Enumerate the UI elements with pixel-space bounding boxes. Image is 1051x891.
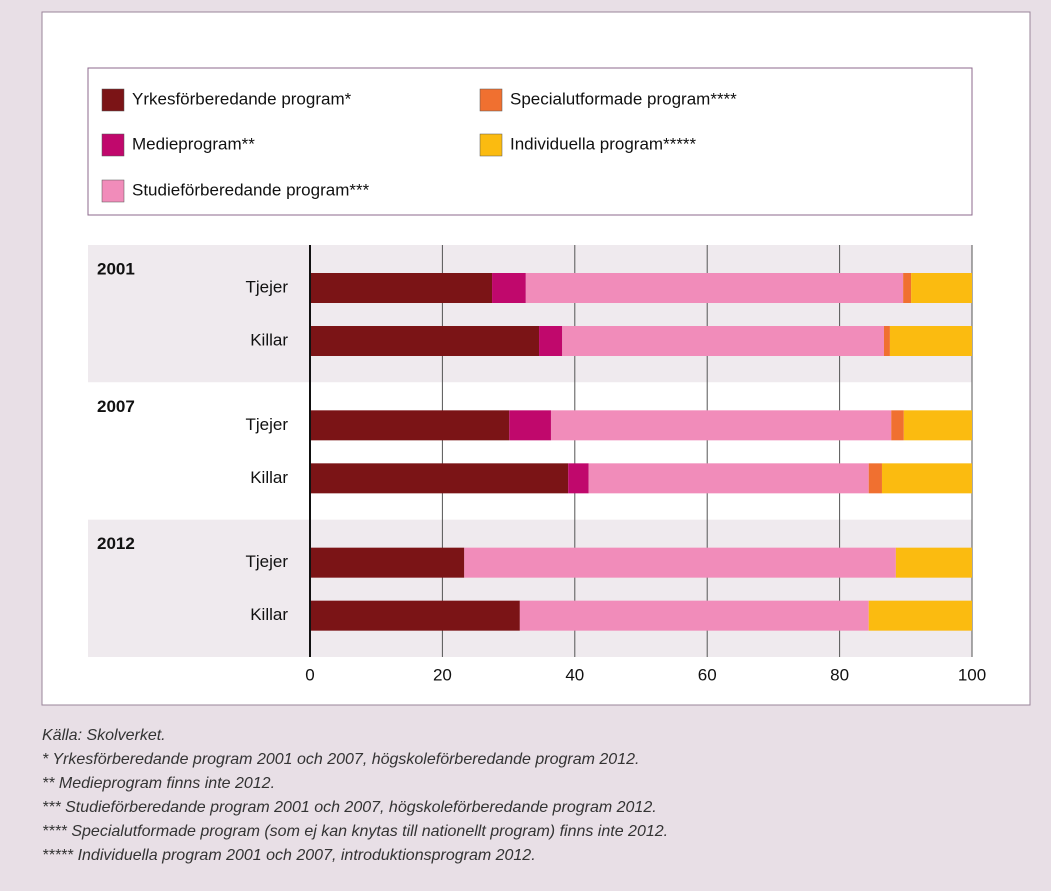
bar-segment	[889, 326, 972, 356]
bar-segment	[464, 547, 896, 578]
legend-label: Individuella program*****	[510, 134, 697, 153]
y-tick-label: Tjejer	[245, 277, 288, 296]
legend-swatch	[479, 88, 503, 112]
bar-segment	[310, 326, 540, 356]
bar-segment	[911, 273, 972, 303]
group-band	[88, 245, 972, 383]
footnote: ***** Individuella program 2001 och 2007…	[42, 847, 536, 864]
x-tick-label: 0	[305, 665, 314, 684]
bar-segment	[310, 273, 493, 303]
legend-label: Yrkesförberedande program*	[132, 89, 352, 108]
y-tick-label: Tjejer	[245, 552, 288, 571]
bar-segment	[588, 463, 869, 494]
bar-segment	[895, 547, 972, 578]
bar-segment	[568, 463, 589, 494]
y-tick-label: Killar	[250, 330, 288, 349]
bar-segment	[539, 326, 563, 356]
legend-swatch	[101, 88, 125, 112]
footnote: *** Studieförberedande program 2001 och …	[42, 799, 657, 816]
legend-swatch	[101, 179, 125, 203]
y-tick-label: Tjejer	[245, 415, 288, 434]
group-label: 2001	[97, 259, 135, 278]
group-band	[88, 382, 972, 520]
bar-segment	[891, 410, 904, 441]
bar-segment	[550, 410, 892, 441]
x-tick-label: 20	[433, 665, 452, 684]
footnote: **** Specialutformade program (som ej ka…	[42, 823, 668, 840]
group-band	[88, 519, 972, 657]
x-tick-label: 80	[830, 665, 849, 684]
legend-label: Studieförberedande program***	[132, 180, 370, 199]
y-tick-label: Killar	[250, 468, 288, 487]
bar-segment	[310, 547, 465, 578]
bar-segment	[492, 273, 526, 303]
x-tick-label: 100	[958, 665, 986, 684]
bar-segment	[562, 326, 884, 356]
group-label: 2012	[97, 534, 135, 553]
bar-segment	[519, 600, 869, 631]
x-tick-label: 40	[565, 665, 584, 684]
bar-segment	[868, 600, 972, 631]
bar-segment	[310, 600, 520, 631]
bar-segment	[903, 273, 912, 303]
legend-swatch	[101, 133, 125, 157]
footnote: ** Medieprogram finns inte 2012.	[42, 775, 275, 792]
bar-segment	[310, 463, 569, 494]
source: Källa: Skolverket.	[42, 727, 166, 744]
legend-swatch	[479, 133, 503, 157]
footnote: * Yrkesförberedande program 2001 och 200…	[42, 751, 639, 768]
y-tick-label: Killar	[250, 605, 288, 624]
group-label: 2007	[97, 397, 135, 416]
bar-segment	[868, 463, 882, 494]
legend-box	[87, 67, 973, 216]
x-tick-label: 60	[698, 665, 717, 684]
bar-segment	[310, 410, 510, 441]
bar-segment	[903, 410, 972, 441]
bar-segment	[881, 463, 972, 494]
legend-label: Specialutformade program****	[510, 89, 737, 108]
legend-label: Medieprogram**	[132, 134, 255, 153]
bar-segment	[525, 273, 904, 303]
bar-segment	[509, 410, 551, 441]
bar-segment	[883, 326, 890, 356]
